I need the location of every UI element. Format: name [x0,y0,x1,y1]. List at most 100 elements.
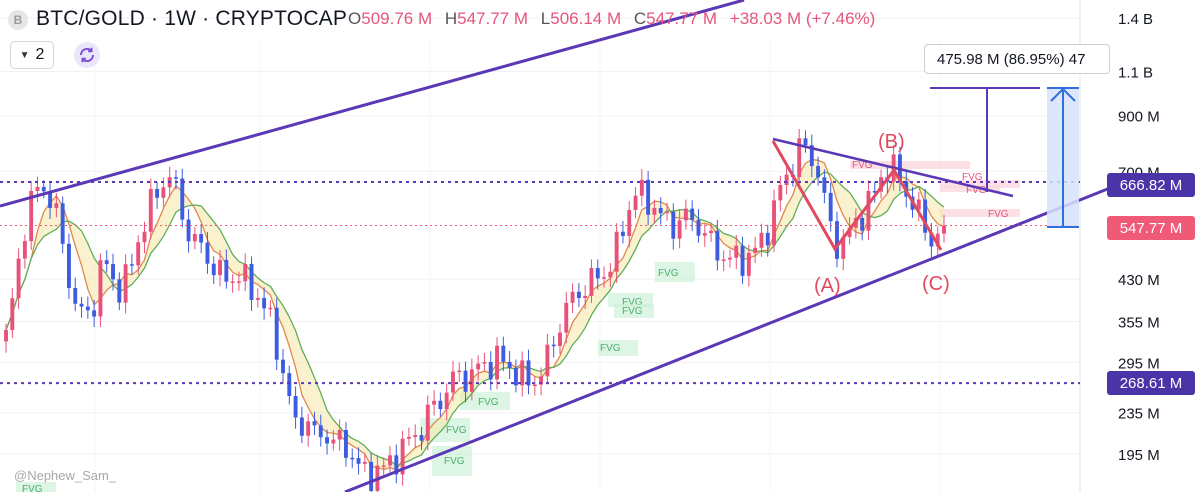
candle-body [432,400,437,405]
candle-body [451,371,455,393]
candle-body [400,438,405,475]
ma-ribbon [6,159,944,471]
candle-body [721,259,726,262]
candle-body [658,208,663,214]
symbol-title[interactable]: BTC/GOLD · 1W · CRYPTOCAP [36,7,348,30]
candle-body [356,458,361,464]
price-tag-lower-level[interactable]: 268.61 M [1107,371,1195,395]
symbol-logo-icon: B [8,10,28,30]
measure-tooltip: 475.98 M (86.95%) 47 [924,44,1110,74]
candle-body [772,200,776,246]
candle-body [369,461,374,491]
candle-body [709,230,714,234]
candle-body [803,138,808,146]
candle-body [558,332,562,347]
candle-body [73,288,78,304]
candle-body [589,268,594,296]
candle-body [268,307,273,310]
candle-body [482,361,487,364]
high-label: H [444,9,458,28]
candle-body [419,435,424,441]
y-tick-label: 295 M [1118,355,1160,372]
candle-body [809,145,814,167]
candle-body [879,177,883,192]
triangle-upper-line [772,137,1014,198]
price-tag-last-label: 547.77 M [1119,219,1183,237]
candle-body [211,263,216,276]
fvg-zone-bearish [850,161,970,169]
candle-body [161,187,166,198]
candle-body [438,400,443,410]
candle-body [249,263,254,300]
candle-body [702,233,707,236]
candle-body [620,231,625,236]
candle-body [343,429,348,458]
candle-body [136,242,141,266]
candle-body [104,260,109,265]
candle-body [293,395,298,418]
candle-body [835,221,839,259]
candle-body [646,179,651,215]
pattern-label: (A) [814,275,841,297]
price-tag-last-price[interactable]: 547.77 M [1107,216,1195,240]
candle-body [759,232,764,248]
abc-pattern-line [771,140,943,252]
candle-body [224,259,229,282]
candle-body [564,302,569,333]
candle-body [690,208,695,220]
candle-body [463,370,468,392]
moving-averages [5,159,945,471]
candle-body [54,203,59,208]
candle-body [677,220,682,239]
candle-body [306,421,311,436]
candle-body [79,303,84,307]
candle-body [935,233,940,247]
candle-body [230,281,235,283]
fvg-label-bearish: FVG [852,160,873,171]
candle-body [155,188,160,198]
candle-body [186,219,191,242]
candle-body [602,277,607,279]
candle-body [469,369,474,392]
pattern-label: (C) [922,273,950,295]
y-tick-label: 900 M [1118,109,1160,126]
candle-body [488,361,493,380]
fvg-label: FVG [600,343,621,354]
candle-body [841,237,846,259]
sync-icon [79,47,95,63]
layouts-dropdown-button[interactable]: ▼ 2 [10,41,54,69]
trendline-drawings: (A) (B) (C) [0,0,1111,492]
candle-body [633,195,638,210]
candle-body [513,367,518,386]
y-tick-label: 235 M [1118,406,1160,423]
candle-body [35,186,40,191]
chevron-down-icon: ▼ [19,49,30,61]
candle-body [816,166,821,178]
candle-body [576,291,581,299]
fvg-label: FVG [658,268,679,279]
candle-body [236,281,241,283]
y-tick-label: 355 M [1118,314,1160,331]
candle-body [746,252,751,276]
sync-button[interactable] [74,42,100,68]
fvg-zone [460,392,510,410]
fvg-label: FVG [622,297,643,308]
candle-body [583,295,588,299]
fvg-zone [608,293,653,307]
fvg-label-bearish: FVG [966,185,987,196]
price-tag-upper-level[interactable]: 666.82 M [1107,173,1195,197]
candle-body [916,199,921,210]
candle-body [696,219,701,236]
candle-body [872,191,877,193]
candle-body [218,259,222,276]
candle-body [41,186,46,192]
fvg-zone [16,482,56,492]
candle-body [828,192,833,222]
channel-lower-line [344,186,1111,492]
fvg-label-bearish: FVG [988,209,1009,220]
fvg-label: FVG [22,484,43,492]
ohlc-readout: O509.76 M H547.77 M L506.14 M C547.77 M … [348,9,875,29]
y-tick-label: 430 M [1118,272,1160,289]
